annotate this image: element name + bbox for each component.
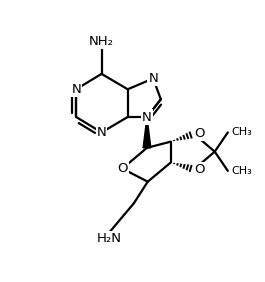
Text: N: N: [148, 72, 158, 85]
Text: O: O: [117, 162, 127, 175]
Text: N: N: [142, 111, 152, 124]
Text: NH₂: NH₂: [89, 35, 114, 48]
Text: O: O: [194, 163, 204, 176]
Text: CH₃: CH₃: [231, 127, 252, 137]
Text: H₂N: H₂N: [97, 232, 122, 246]
Polygon shape: [143, 117, 151, 148]
Text: CH₃: CH₃: [231, 166, 252, 176]
Text: N: N: [97, 126, 107, 139]
Text: N: N: [71, 83, 81, 96]
Text: O: O: [194, 127, 204, 140]
